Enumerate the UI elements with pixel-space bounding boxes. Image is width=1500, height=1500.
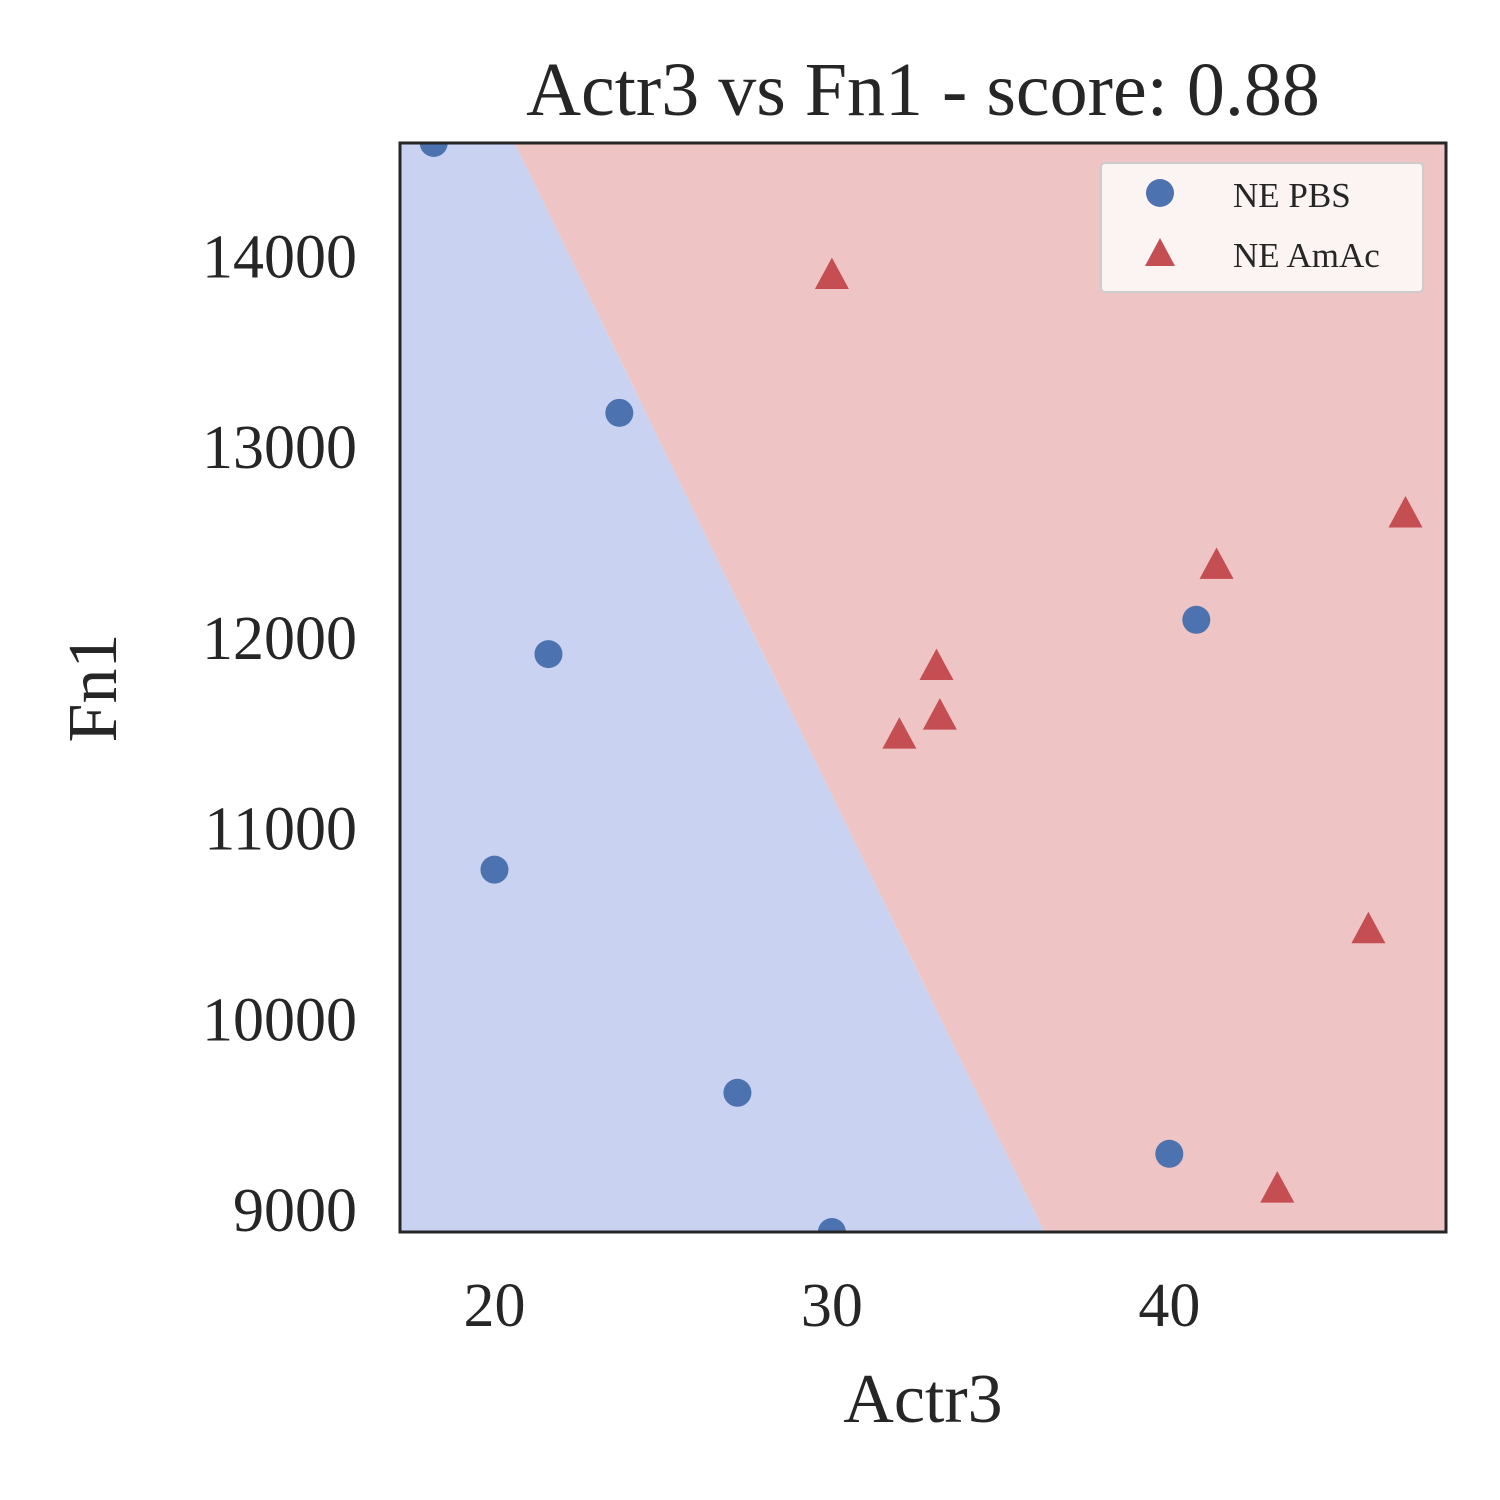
point-ne-amac: [814, 257, 849, 290]
legend: NE PBS NE AmAc: [1100, 162, 1424, 293]
point-ne-pbs: [723, 1078, 752, 1107]
chart-title: Actr3 vs Fn1 - score: 0.88: [526, 48, 1320, 132]
region-ne-pbs: [400, 143, 1045, 1232]
y-tick-labels: 9000 10000 11000 12000 13000 14000: [202, 224, 357, 1246]
y-tick-label: 10000: [202, 986, 357, 1054]
legend-label-ne-amac: NE AmAc: [1233, 236, 1380, 275]
y-tick-label: 11000: [204, 796, 357, 864]
y-tick-label: 12000: [202, 605, 357, 673]
point-ne-pbs: [1155, 1139, 1184, 1168]
legend-box: [1100, 162, 1424, 293]
point-ne-pbs: [817, 1218, 846, 1232]
x-tick-labels: 20 30 40: [463, 1272, 1200, 1340]
point-ne-pbs: [605, 398, 634, 427]
point-ne-pbs: [480, 855, 509, 884]
plot-frame: [398, 141, 1448, 1234]
decision-regions: [400, 143, 1446, 1232]
y-tick-label: 14000: [202, 224, 357, 292]
point-ne-amac: [919, 648, 954, 681]
x-axis-label: Actr3: [843, 1361, 1002, 1438]
x-tick-label: 40: [1138, 1272, 1200, 1340]
region-ne-amac: [514, 143, 1446, 1232]
point-ne-amac: [1199, 547, 1234, 579]
point-ne-amac: [922, 698, 957, 730]
point-ne-amac: [1260, 1171, 1295, 1203]
x-tick-label: 20: [463, 1272, 525, 1340]
point-ne-amac: [1388, 495, 1423, 528]
legend-label-ne-pbs: NE PBS: [1233, 176, 1351, 215]
y-tick-label: 13000: [202, 414, 357, 482]
point-ne-pbs: [534, 640, 563, 669]
point-ne-amac: [1351, 911, 1386, 944]
point-ne-pbs: [1182, 605, 1211, 634]
x-tick-label: 30: [801, 1272, 863, 1340]
point-ne-amac: [882, 717, 917, 749]
legend-marker-ne-amac: [1145, 238, 1175, 266]
legend-marker-ne-pbs: [1146, 179, 1174, 207]
point-ne-pbs: [419, 143, 448, 157]
data-points: [419, 143, 1423, 1232]
y-tick-label: 9000: [233, 1177, 357, 1245]
y-axis-label: Fn1: [55, 634, 132, 743]
